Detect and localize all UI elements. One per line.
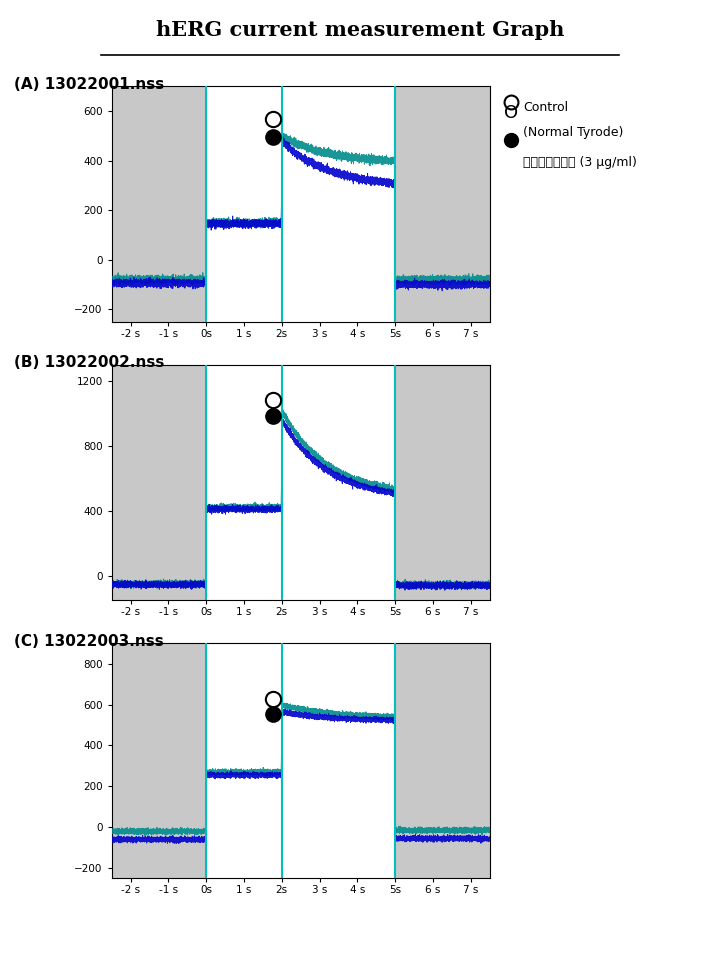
Point: [615, 49, 624, 60]
Bar: [112, 365, 206, 600]
Bar: [395, 643, 490, 878]
Text: (Normal Tyrode): (Normal Tyrode): [523, 126, 624, 139]
Bar: [112, 643, 206, 878]
Text: (C) 13022003.nss: (C) 13022003.nss: [14, 634, 164, 649]
Text: 누에추출물분말 (3 μg/ml): 누에추출물분말 (3 μg/ml): [523, 156, 637, 170]
Text: O: O: [504, 104, 518, 122]
Text: hERG current measurement Graph: hERG current measurement Graph: [156, 20, 564, 40]
Point: [96, 49, 105, 60]
Text: (A) 13022001.nss: (A) 13022001.nss: [14, 77, 165, 92]
Text: (B) 13022002.nss: (B) 13022002.nss: [14, 355, 165, 371]
Bar: [395, 86, 490, 322]
Text: Control: Control: [523, 101, 569, 114]
Bar: [112, 86, 206, 322]
Bar: [395, 365, 490, 600]
